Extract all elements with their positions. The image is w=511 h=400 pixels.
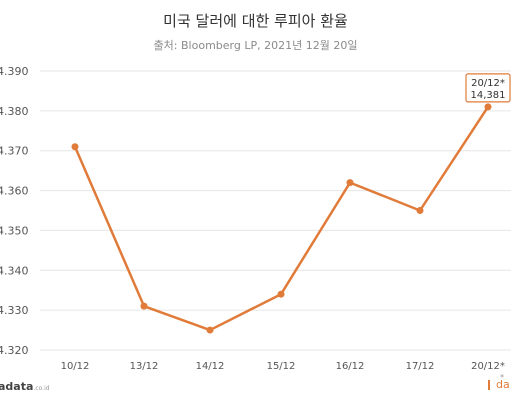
brand-domain: .co.id: [33, 385, 50, 392]
chart-title: 미국 달러에 대한 루피아 환율: [163, 12, 348, 30]
data-point: [140, 302, 148, 310]
x-tick-label: 16/12: [336, 361, 365, 372]
data-point: [346, 179, 354, 187]
data-point: [416, 207, 424, 214]
brand-name: adata: [0, 380, 34, 393]
x-tick-label: 17/12: [406, 361, 435, 372]
brand-logo-left: adata.co.id: [0, 380, 50, 393]
data-point: [206, 326, 214, 334]
x-tick-label: 15/12: [267, 361, 296, 372]
chart-subtitle: 출처: Bloomberg LP, 2021년 12월 20일: [153, 39, 358, 52]
x-tick-label: 20/12*: [471, 361, 505, 372]
y-tick-label: 4.370: [0, 145, 29, 158]
data-point: [277, 290, 285, 298]
footnote-marker: *: [500, 373, 504, 382]
x-axis-tick-labels: 10/12 13/12 14/12 15/12 16/12 17/12 20/12*: [61, 361, 505, 372]
y-tick-label: 4.390: [0, 65, 29, 78]
last-value-callout: 20/12* 14,381: [465, 73, 511, 103]
data-points: [71, 103, 492, 334]
callout-date-label: 20/12*: [471, 78, 505, 89]
x-tick-label: 14/12: [196, 361, 225, 372]
x-tick-label: 13/12: [130, 361, 159, 372]
data-point: [71, 143, 79, 151]
y-tick-label: 4.320: [0, 344, 29, 357]
callout-box: [465, 73, 511, 103]
x-tick-label: 10/12: [61, 361, 90, 372]
y-axis-tick-labels: 4.390 4.380 4.370 4.360 4.350 4.340 4.330 4.320: [0, 65, 29, 357]
callout-value-label: 14,381: [471, 90, 506, 101]
brand-logo-right: da: [488, 378, 510, 391]
y-tick-label: 4.330: [0, 304, 29, 317]
y-tick-label: 4.360: [0, 185, 29, 198]
y-tick-label: 4.380: [0, 105, 29, 118]
y-tick-label: 4.340: [0, 264, 29, 277]
y-tick-label: 4.350: [0, 224, 29, 237]
logo-icon: [488, 380, 494, 390]
data-point: [484, 103, 492, 111]
grid-lines: [40, 70, 511, 351]
brand-name-right: da: [496, 378, 510, 391]
